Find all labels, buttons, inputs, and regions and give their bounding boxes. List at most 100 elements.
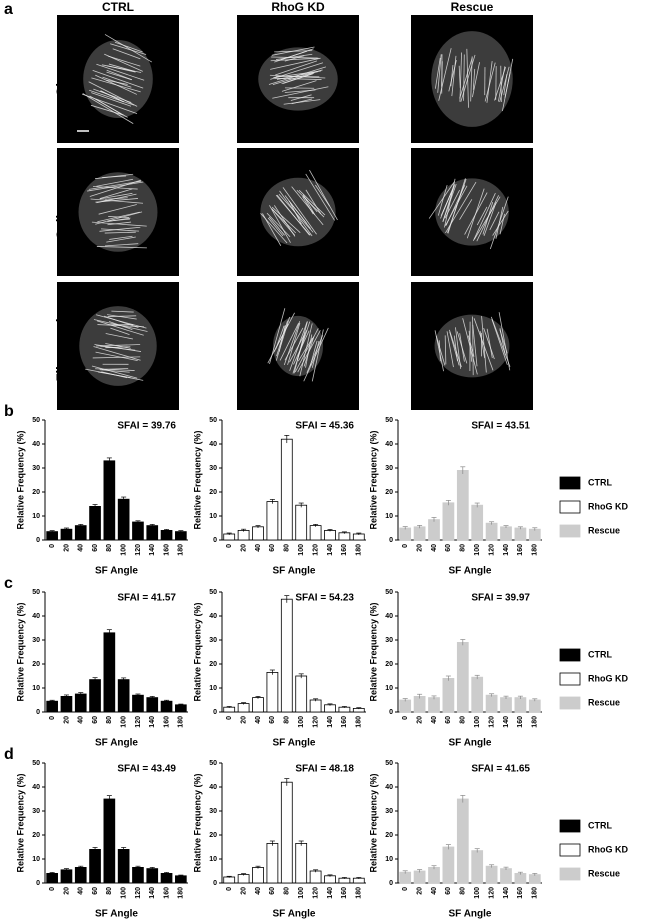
stress-fiber bbox=[448, 329, 462, 368]
x-tick-label: 0 bbox=[226, 544, 233, 548]
error-bar bbox=[149, 696, 155, 699]
x-tick-label: 20 bbox=[240, 716, 247, 724]
stress-fiber bbox=[489, 211, 500, 231]
stress-fiber bbox=[104, 231, 136, 234]
bar bbox=[132, 521, 144, 541]
stress-fiber bbox=[476, 206, 488, 226]
x-tick-label: 180 bbox=[178, 716, 185, 728]
error-bar bbox=[284, 435, 290, 444]
stress-fiber bbox=[267, 312, 295, 364]
x-tick-label: 0 bbox=[226, 887, 233, 891]
bar bbox=[471, 676, 484, 713]
stress-fiber bbox=[456, 331, 468, 364]
x-tick-label: 80 bbox=[284, 716, 291, 724]
y-axis-label: Relative Frequency (%) bbox=[192, 430, 202, 529]
cell-image bbox=[57, 282, 179, 410]
x-tick-label: 40 bbox=[78, 544, 85, 552]
bar bbox=[160, 873, 173, 884]
x-tick-label: 40 bbox=[255, 887, 262, 895]
x-tick-label: 60 bbox=[269, 716, 276, 724]
stress-fiber bbox=[274, 50, 313, 53]
bar bbox=[89, 505, 101, 541]
y-axis-label: Relative Frequency (%) bbox=[15, 773, 25, 872]
error-bar bbox=[269, 499, 275, 504]
x-tick-label: 80 bbox=[460, 887, 467, 895]
error-bar bbox=[106, 795, 112, 803]
cell-body bbox=[431, 31, 513, 127]
error-bar bbox=[503, 695, 509, 700]
y-tick-label: 20 bbox=[385, 489, 393, 496]
column-label: CTRL bbox=[102, 0, 134, 14]
bar bbox=[175, 531, 187, 541]
bar bbox=[514, 527, 527, 541]
x-tick-label: 20 bbox=[63, 716, 70, 724]
error-bar bbox=[178, 703, 184, 706]
x-tick-label: 40 bbox=[431, 544, 438, 552]
stress-fiber bbox=[472, 316, 474, 376]
error-bar bbox=[241, 873, 247, 876]
bar bbox=[309, 870, 322, 884]
x-tick-label: 160 bbox=[517, 716, 524, 728]
stress-fiber bbox=[309, 340, 318, 367]
y-tick-label: 40 bbox=[209, 613, 217, 620]
bar bbox=[456, 469, 469, 541]
y-tick-label: 0 bbox=[213, 709, 217, 716]
bar bbox=[46, 873, 58, 884]
error-bar bbox=[49, 530, 55, 533]
x-tick-label: 20 bbox=[63, 544, 70, 552]
cell-body bbox=[78, 172, 158, 252]
error-bar bbox=[356, 877, 362, 879]
stress-fiber bbox=[98, 204, 137, 215]
x-tick-label: 0 bbox=[402, 544, 409, 548]
stress-fiber bbox=[291, 186, 324, 226]
y-tick-label: 40 bbox=[385, 784, 393, 791]
y-tick-label: 30 bbox=[32, 808, 40, 815]
bar bbox=[237, 874, 250, 884]
legend-label: RhoG KD bbox=[588, 844, 628, 854]
error-bar bbox=[313, 524, 319, 527]
bar bbox=[74, 525, 87, 541]
y-tick-label: 50 bbox=[209, 417, 217, 424]
stress-fiber bbox=[314, 184, 331, 207]
error-bar bbox=[532, 527, 538, 531]
stress-fiber bbox=[104, 34, 153, 63]
bar bbox=[60, 869, 73, 884]
stress-fiber bbox=[110, 327, 130, 335]
x-tick-label: 60 bbox=[92, 544, 99, 552]
y-tick-label: 10 bbox=[385, 856, 393, 863]
stress-fiber bbox=[112, 48, 141, 60]
legend-label: Rescue bbox=[588, 868, 620, 878]
legend-label: RhoG KD bbox=[588, 501, 628, 511]
error-bar bbox=[78, 692, 84, 696]
stress-fiber bbox=[269, 74, 326, 79]
x-tick-label: 120 bbox=[488, 544, 495, 556]
stress-fiber bbox=[108, 216, 129, 218]
stress-fiber bbox=[268, 216, 285, 236]
legend-label: RhoG KD bbox=[588, 673, 628, 683]
error-bar bbox=[298, 840, 304, 846]
stress-fiber bbox=[269, 205, 291, 243]
bar bbox=[528, 699, 541, 713]
y-tick-label: 0 bbox=[36, 709, 40, 716]
x-axis-label: SF Angle bbox=[449, 566, 492, 577]
stress-fiber bbox=[110, 43, 147, 55]
error-bar bbox=[431, 695, 437, 700]
x-tick-label: 160 bbox=[163, 716, 170, 728]
legend-swatch bbox=[559, 500, 581, 514]
bar bbox=[266, 501, 279, 541]
stress-fiber bbox=[294, 328, 319, 373]
bar bbox=[132, 694, 144, 713]
x-tick-label: 0 bbox=[49, 716, 56, 720]
error-bar bbox=[78, 524, 84, 527]
y-tick-label: 30 bbox=[32, 465, 40, 472]
stress-fiber bbox=[309, 169, 338, 221]
stress-fiber bbox=[96, 246, 147, 249]
x-tick-label: 160 bbox=[163, 887, 170, 899]
x-axis-label: SF Angle bbox=[273, 909, 316, 919]
error-bar bbox=[489, 864, 495, 868]
y-tick-label: 50 bbox=[32, 589, 40, 596]
x-tick-label: 80 bbox=[284, 887, 291, 895]
annotation: SFAI = 39.76 bbox=[117, 421, 176, 432]
stress-fiber bbox=[481, 316, 487, 373]
